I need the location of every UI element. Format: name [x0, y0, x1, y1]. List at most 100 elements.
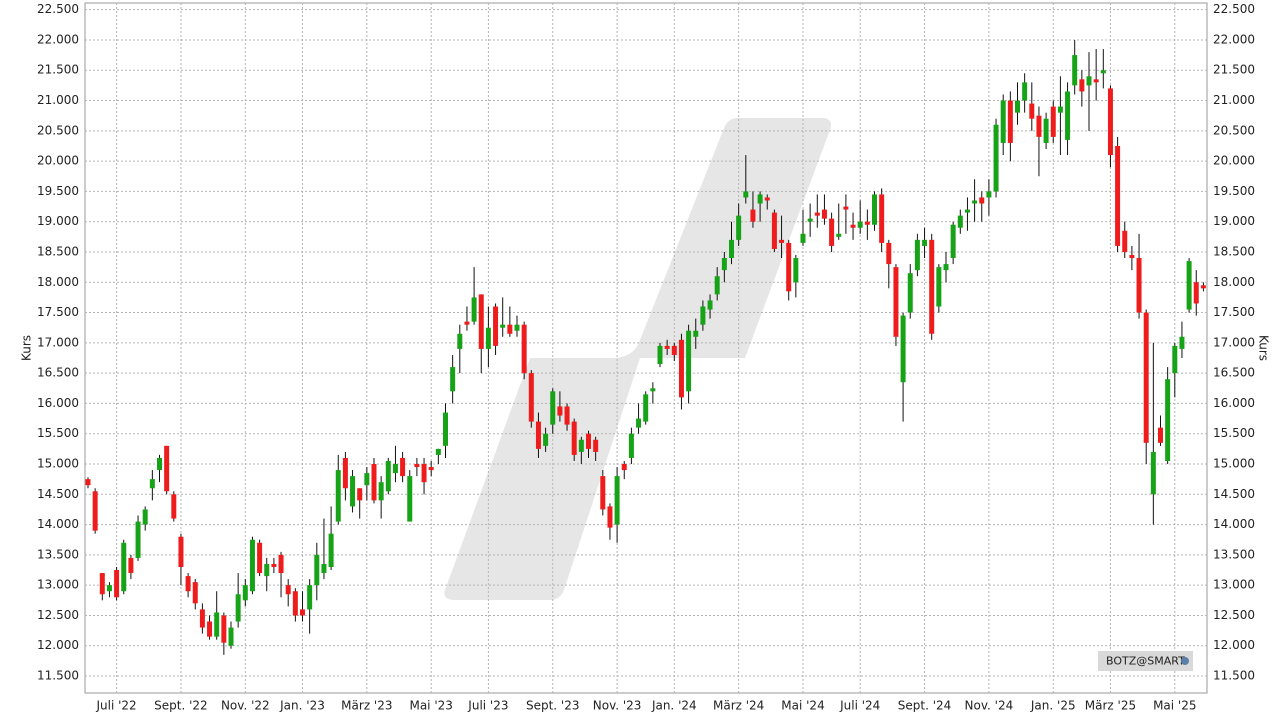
candle-body	[686, 330, 692, 392]
y2-tick-label: 16.000	[1213, 396, 1255, 410]
candle-body	[1136, 258, 1142, 313]
y2-tick-label: 12.000	[1213, 638, 1255, 652]
candle-body	[157, 457, 162, 471]
candle-body	[607, 506, 613, 528]
candle-body	[1057, 106, 1063, 113]
y-tick-label: 15.500	[37, 426, 79, 440]
candle-body	[764, 197, 770, 201]
y-tick-label: 20.000	[37, 154, 79, 168]
grid	[85, 3, 1207, 693]
candle-body	[800, 233, 806, 243]
candle-body	[421, 464, 427, 483]
candle-body	[242, 585, 248, 601]
candle-body	[314, 554, 320, 586]
candle-body	[628, 433, 634, 458]
x-tick-label: März '25	[1085, 699, 1136, 713]
candle-body	[1129, 255, 1135, 259]
x-tick-label: Sept. '24	[898, 699, 952, 713]
candle-body	[443, 412, 448, 446]
candle-body	[128, 557, 134, 574]
y-tick-label: 15.000	[37, 457, 79, 471]
candle-body	[678, 339, 684, 398]
candle-body	[1100, 70, 1106, 74]
candle-body	[1022, 82, 1028, 101]
candle-body	[1065, 91, 1071, 140]
candle-body	[221, 615, 227, 643]
candle-body	[1115, 145, 1121, 246]
candle-body	[543, 433, 549, 446]
y2-tick-label: 22.000	[1213, 32, 1255, 46]
candle-body	[1107, 88, 1113, 156]
y-tick-label: 12.500	[37, 608, 79, 622]
y2-tick-label: 13.000	[1213, 578, 1255, 592]
y-tick-label: 14.500	[37, 487, 79, 501]
candle-body	[1050, 106, 1056, 137]
y-tick-label: 21.500	[37, 63, 79, 77]
candle-body	[993, 124, 999, 192]
candle-body	[450, 367, 456, 392]
x-tick-label: Jan. '24	[651, 699, 697, 713]
candle-body	[922, 239, 928, 246]
candle-body	[893, 267, 899, 337]
candle-body	[478, 294, 484, 349]
candle-body	[593, 439, 599, 452]
candle-body	[786, 242, 792, 292]
candle-body	[757, 194, 763, 204]
candle-body	[471, 297, 477, 322]
x-tick-label: Sept. '22	[154, 699, 208, 713]
candle-body	[793, 258, 799, 283]
y2-tick-label: 14.000	[1213, 517, 1255, 531]
candle-body	[771, 212, 777, 249]
candle-body	[550, 391, 556, 425]
candle-body	[664, 345, 670, 349]
candle-body	[92, 491, 98, 531]
candle-body	[364, 473, 370, 486]
candle-body	[249, 539, 255, 592]
x-tick-label: März '23	[341, 699, 392, 713]
candle-body	[972, 200, 978, 204]
candle-body	[943, 264, 949, 271]
candle-body	[736, 215, 742, 240]
y-tick-label: 18.000	[37, 275, 79, 289]
candle-body	[1093, 79, 1099, 83]
candle-body	[257, 542, 263, 574]
candle-body	[1043, 118, 1049, 143]
candle-body	[457, 333, 463, 349]
candle-body	[614, 476, 620, 525]
y-tick-label: 14.000	[37, 517, 79, 531]
candle-body	[321, 563, 327, 574]
candle-body	[864, 221, 870, 225]
candle-body	[435, 448, 441, 455]
candle-body	[99, 573, 105, 595]
candles	[85, 39, 1206, 655]
candle-body	[485, 327, 491, 349]
candle-body	[1172, 345, 1178, 374]
y-tick-label: 17.500	[37, 305, 79, 319]
candle-body	[879, 194, 885, 243]
y2-tick-label: 11.500	[1213, 669, 1255, 683]
candle-body	[1158, 427, 1163, 443]
candle-body	[621, 464, 627, 471]
candle-body	[821, 209, 827, 219]
candle-body	[114, 570, 120, 598]
candle-body	[464, 321, 470, 325]
source-box	[1098, 651, 1193, 671]
candle-body	[164, 445, 170, 492]
x-tick-label: Nov. '24	[965, 699, 1014, 713]
x-tick-label: Jan. '23	[279, 699, 325, 713]
candle-body	[1079, 79, 1085, 92]
candle-body	[707, 300, 713, 310]
y2-axis-label: Kurs	[1257, 335, 1271, 361]
candle-body	[335, 470, 341, 522]
y2-tick-label: 21.500	[1213, 63, 1255, 77]
candle-body	[1200, 285, 1206, 289]
candle-body	[1193, 282, 1199, 304]
source-icon	[1181, 657, 1189, 665]
x-tick-label: Sept. '23	[526, 699, 580, 713]
candle-body	[779, 239, 785, 243]
candle-body	[1007, 100, 1013, 143]
y2-tick-label: 20.000	[1213, 154, 1255, 168]
candle-body	[1150, 451, 1156, 495]
candle-body	[285, 585, 291, 595]
